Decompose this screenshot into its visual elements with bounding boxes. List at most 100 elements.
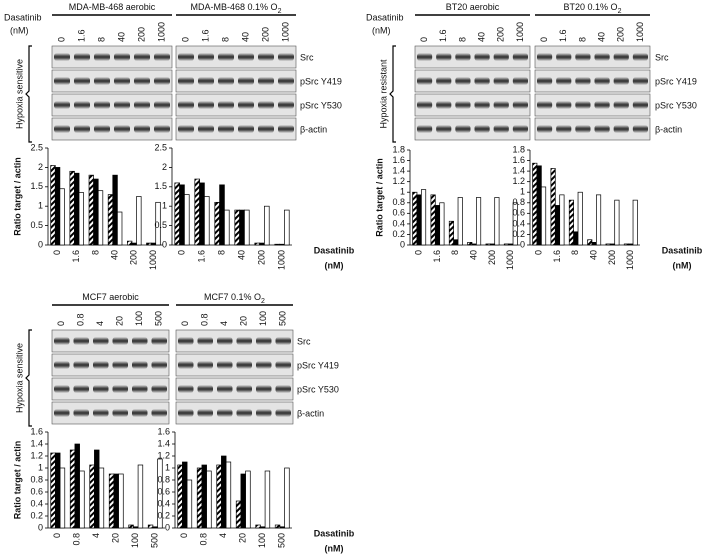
bar bbox=[508, 243, 514, 246]
blot-band bbox=[278, 77, 294, 85]
y-tick-label: 0.2 bbox=[157, 510, 170, 520]
blot-band bbox=[512, 77, 528, 85]
side-label: Hypoxia sensitive bbox=[14, 343, 24, 413]
blot-band bbox=[238, 53, 254, 61]
y-tick-label: 0.8 bbox=[30, 474, 43, 484]
lane-label: 4 bbox=[95, 321, 105, 326]
lane-label: 1000 bbox=[280, 22, 290, 42]
bar bbox=[214, 201, 220, 246]
blot-row bbox=[51, 45, 173, 69]
bar bbox=[201, 464, 207, 529]
x-tick-label: 1000 bbox=[625, 250, 635, 270]
bar bbox=[79, 470, 85, 529]
blot-band bbox=[197, 409, 213, 417]
bar bbox=[274, 524, 281, 529]
bar bbox=[279, 526, 285, 529]
blot-band bbox=[474, 101, 490, 109]
bar bbox=[605, 243, 611, 246]
y-tick-label: 1.2 bbox=[157, 450, 170, 460]
blot-row bbox=[175, 401, 294, 425]
blot-band bbox=[154, 125, 170, 133]
blot-band bbox=[217, 385, 233, 393]
blot-band bbox=[493, 53, 509, 61]
row-label: Src bbox=[300, 52, 314, 62]
blot-band bbox=[275, 361, 291, 369]
x-tick-label: 1.6 bbox=[196, 250, 206, 263]
bar bbox=[485, 243, 491, 246]
blot-band bbox=[613, 53, 629, 61]
y-tick-label: 0 bbox=[165, 522, 170, 532]
bar bbox=[430, 194, 436, 246]
blot-band bbox=[93, 409, 109, 417]
blot-band bbox=[236, 337, 252, 345]
blot-band bbox=[218, 53, 234, 61]
lane-label: 0 bbox=[539, 37, 549, 42]
blot-band bbox=[54, 385, 70, 393]
blot-row bbox=[414, 117, 531, 141]
blot-band bbox=[512, 101, 528, 109]
y-tick-label: 2.5 bbox=[154, 142, 167, 152]
x-tick-label: 0 bbox=[534, 250, 544, 255]
bar bbox=[284, 209, 290, 246]
blot-band bbox=[132, 409, 148, 417]
x-tick-label: 200 bbox=[487, 250, 497, 265]
bar bbox=[568, 199, 574, 246]
lane-label: 1.6 bbox=[76, 29, 86, 42]
title-text: BT20 0.1% O bbox=[564, 2, 618, 12]
blot-band bbox=[114, 77, 130, 85]
title-text: MCF7 aerobic bbox=[82, 292, 139, 302]
blot-band bbox=[94, 53, 110, 61]
y-tick-label: 0.8 bbox=[512, 197, 525, 207]
blot-band bbox=[632, 77, 648, 85]
panel-title: BT20 aerobic bbox=[446, 2, 500, 12]
blot-band bbox=[218, 125, 234, 133]
y-tick-label: 1.8 bbox=[512, 144, 525, 154]
bar bbox=[512, 202, 518, 246]
row-label: pSrc Y530 bbox=[297, 384, 339, 394]
y-tick-label: 0.6 bbox=[157, 486, 170, 496]
blot-band bbox=[112, 409, 128, 417]
x-tick-label: 1.6 bbox=[552, 250, 562, 263]
x-tick-label: 1.6 bbox=[71, 250, 81, 263]
row-label: pSrc Y419 bbox=[655, 76, 697, 86]
x-tick-label: 0 bbox=[179, 533, 189, 538]
dose-label: (nM) bbox=[372, 25, 391, 35]
bar bbox=[225, 461, 232, 529]
x-tick-label: 0.8 bbox=[199, 533, 209, 546]
blot-band bbox=[256, 409, 272, 417]
blot-band bbox=[275, 337, 291, 345]
blot-band bbox=[74, 101, 90, 109]
blot-band bbox=[198, 125, 214, 133]
blot-band bbox=[73, 361, 89, 369]
blot-band bbox=[132, 361, 148, 369]
blot-band bbox=[154, 101, 170, 109]
blot-row bbox=[175, 45, 297, 69]
y-tick-label: 1.6 bbox=[157, 426, 170, 436]
blot-band bbox=[178, 361, 194, 369]
blot-band bbox=[217, 337, 233, 345]
bar bbox=[118, 473, 124, 529]
bar bbox=[108, 473, 115, 529]
title-text: MCF7 0.1% O bbox=[204, 292, 261, 302]
bar bbox=[174, 182, 180, 246]
blot-band bbox=[537, 101, 553, 109]
lane-label: 40 bbox=[476, 32, 486, 42]
bar bbox=[434, 205, 441, 246]
blot-band bbox=[236, 361, 252, 369]
row-label: Src bbox=[297, 336, 311, 346]
blot-band bbox=[54, 53, 70, 61]
x-tick-label: 200 bbox=[256, 250, 266, 265]
blot-band bbox=[151, 385, 167, 393]
y-tick-label: 1.8 bbox=[392, 144, 405, 154]
y-tick-label: 0 bbox=[38, 239, 43, 249]
blot-band bbox=[575, 77, 591, 85]
blot-row bbox=[51, 69, 173, 93]
blot-band bbox=[94, 77, 110, 85]
lane-label: 0 bbox=[56, 321, 66, 326]
blot-band bbox=[537, 125, 553, 133]
x-tick-label: 0 bbox=[52, 250, 62, 255]
blot-band bbox=[594, 53, 610, 61]
y-tick-label: 2.5 bbox=[30, 142, 43, 152]
blot-band bbox=[278, 53, 294, 61]
blot-band bbox=[217, 409, 233, 417]
